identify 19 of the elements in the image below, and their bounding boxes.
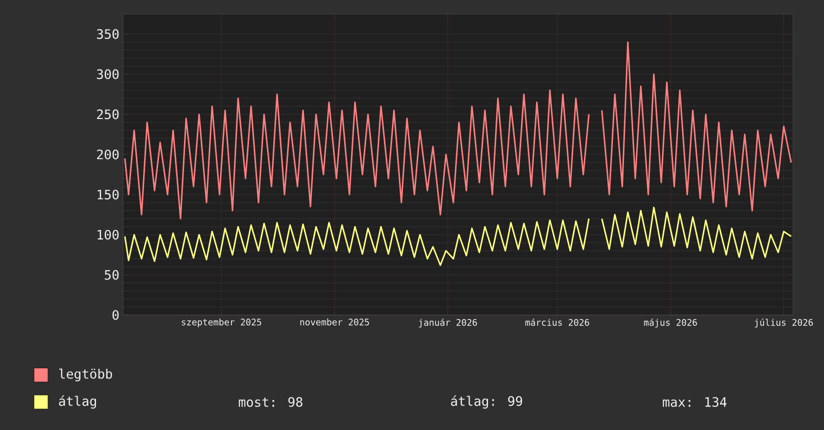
- text: átlag: 99: [451, 395, 522, 409]
- legend-label: legtöbb: [59, 368, 112, 382]
- legend-label: átlag: [59, 395, 96, 409]
- x-tick-label: január 2026: [418, 318, 477, 328]
- y-tick-label: 300: [96, 69, 119, 80]
- y-tick-label: 100: [98, 230, 119, 240]
- y-tick-label: 350: [96, 29, 119, 39]
- x-tick-label: szeptember 2025: [182, 318, 262, 328]
- x-tick-label: május 2026: [644, 318, 697, 328]
- y-tick-label: 0: [112, 310, 119, 320]
- y-tick-label: 50: [104, 270, 119, 280]
- x-tick-label: július 2026: [754, 318, 813, 328]
- y-tick-label: 150: [98, 190, 119, 200]
- y-tick-label: 250: [97, 109, 119, 120]
- y-tick-label: 200: [97, 150, 119, 160]
- text: max: 134: [662, 397, 727, 407]
- x-tick-label: március 2026: [525, 318, 590, 326]
- x-tick-label: november 2025: [300, 318, 369, 326]
- text: most: 98: [238, 397, 302, 407]
